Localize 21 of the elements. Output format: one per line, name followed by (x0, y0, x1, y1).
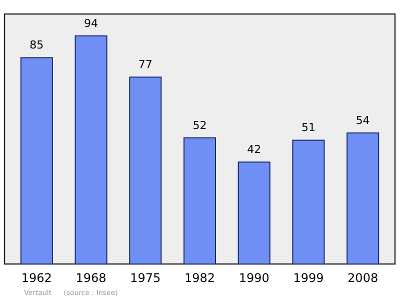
data-label: 54 (356, 114, 370, 127)
x-tick-label: 1975 (130, 271, 161, 285)
x-tick-label: 1968 (76, 271, 106, 285)
bar (129, 76, 162, 264)
data-label: 52 (192, 118, 207, 132)
x-tick-label: 2008 (348, 271, 378, 285)
data-label: 85 (30, 38, 44, 52)
bar (20, 57, 53, 264)
x-tick-label: 1999 (293, 271, 324, 285)
bar (183, 137, 216, 264)
x-tick-label: 1982 (184, 271, 216, 285)
data-label: 51 (301, 121, 316, 134)
bar (292, 140, 325, 264)
data-label: 42 (247, 143, 262, 156)
x-tick-label: 1990 (238, 271, 270, 285)
bar (346, 132, 380, 264)
data-label: 77 (138, 58, 152, 72)
x-tick-label: 1962 (21, 271, 52, 285)
bar (238, 162, 270, 264)
data-label: 94 (84, 16, 98, 30)
bar (74, 35, 108, 264)
